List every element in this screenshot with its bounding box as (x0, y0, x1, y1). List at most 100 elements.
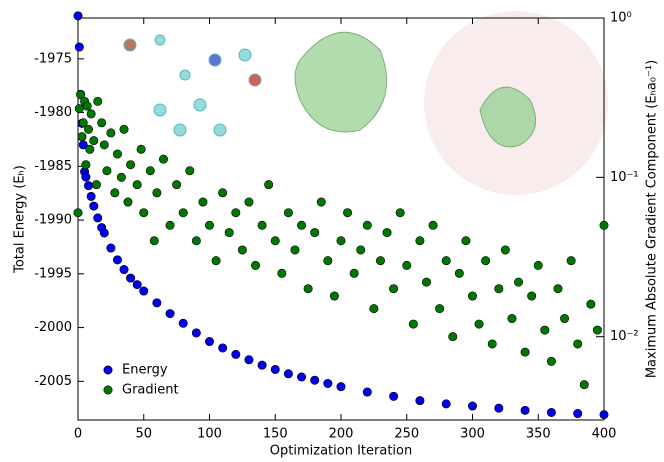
data-point (74, 104, 84, 114)
data-point (573, 339, 583, 349)
data-point (592, 325, 602, 335)
data-point (323, 378, 333, 388)
data-point (99, 228, 109, 238)
data-point (487, 339, 497, 349)
y-tick-label: -1980 (34, 105, 72, 120)
data-point (283, 208, 293, 218)
data-point (389, 391, 399, 401)
data-point (599, 220, 609, 230)
data-point (106, 243, 116, 253)
data-point (152, 298, 162, 308)
y-tick-label: -2005 (34, 374, 72, 389)
data-point (78, 118, 88, 128)
data-point (218, 343, 228, 353)
data-point (297, 372, 307, 382)
data-point (244, 197, 254, 207)
x-tick-label: 0 (74, 427, 82, 442)
data-point (198, 197, 208, 207)
x-axis-label: Optimization Iteration (270, 444, 412, 459)
data-point (599, 410, 609, 420)
data-point (329, 291, 339, 301)
data-point (224, 228, 234, 238)
protein (479, 86, 537, 148)
data-point (251, 260, 261, 270)
data-point (126, 160, 136, 170)
y2-tick-label: 10⁰ (610, 11, 632, 26)
data-point (244, 355, 254, 365)
data-point (408, 319, 418, 329)
data-point (402, 260, 412, 270)
data-point (165, 309, 175, 319)
data-point (573, 409, 583, 419)
y2-tick-label: 10⁻² (610, 329, 639, 344)
data-point (461, 236, 471, 246)
data-point (323, 256, 333, 266)
legend-label: Energy (122, 363, 168, 378)
data-point (102, 166, 112, 176)
data-point (73, 208, 83, 218)
data-point (316, 197, 326, 207)
data-point (77, 132, 87, 142)
data-point (454, 268, 464, 278)
data-point (540, 325, 550, 335)
data-point (126, 273, 136, 283)
data-point (139, 208, 149, 218)
data-point (116, 172, 126, 182)
data-point (76, 90, 86, 100)
data-point (119, 265, 129, 275)
x-tick-label: 300 (460, 427, 485, 442)
data-point (123, 197, 133, 207)
data-point (336, 236, 346, 246)
data-point (441, 399, 451, 409)
data-point (158, 154, 168, 164)
data-point (91, 180, 101, 190)
y-tick-label: -1995 (34, 266, 72, 281)
data-point (139, 286, 149, 296)
x-tick-label: 400 (592, 427, 617, 442)
data-point (172, 180, 182, 190)
data-point (86, 109, 96, 119)
data-point (191, 236, 201, 246)
data-point (81, 160, 91, 170)
data-point (178, 208, 188, 218)
data-point (231, 349, 241, 359)
data-point (152, 188, 162, 198)
data-point (290, 245, 300, 255)
data-point (356, 245, 366, 255)
data-point (211, 256, 221, 266)
data-point (297, 220, 307, 230)
data-point (145, 166, 155, 176)
data-point (553, 284, 563, 294)
data-point (89, 201, 99, 211)
data-point (382, 228, 392, 238)
molecule (123, 34, 262, 137)
data-point (546, 407, 556, 417)
legend-label: Gradient (122, 383, 179, 398)
data-point (93, 213, 103, 223)
data-point (257, 220, 267, 230)
data-point (395, 208, 405, 218)
data-point (165, 220, 175, 230)
data-point (560, 314, 570, 324)
data-point (533, 260, 543, 270)
data-point (441, 256, 451, 266)
data-point (514, 277, 524, 287)
x-tick-label: 200 (329, 427, 354, 442)
data-point (136, 144, 146, 154)
data-point (85, 144, 95, 154)
data-point (310, 228, 320, 238)
data-point (494, 284, 504, 294)
data-point (481, 256, 491, 266)
data-point (97, 118, 107, 128)
data-point (303, 284, 313, 294)
data-point (415, 396, 425, 406)
data-point (362, 220, 372, 230)
data-point (112, 149, 122, 159)
x-tick-label: 250 (394, 427, 419, 442)
data-point (106, 128, 116, 138)
data-point (467, 401, 477, 411)
data-point (507, 314, 517, 324)
data-point (435, 304, 445, 314)
data-point (362, 387, 372, 397)
